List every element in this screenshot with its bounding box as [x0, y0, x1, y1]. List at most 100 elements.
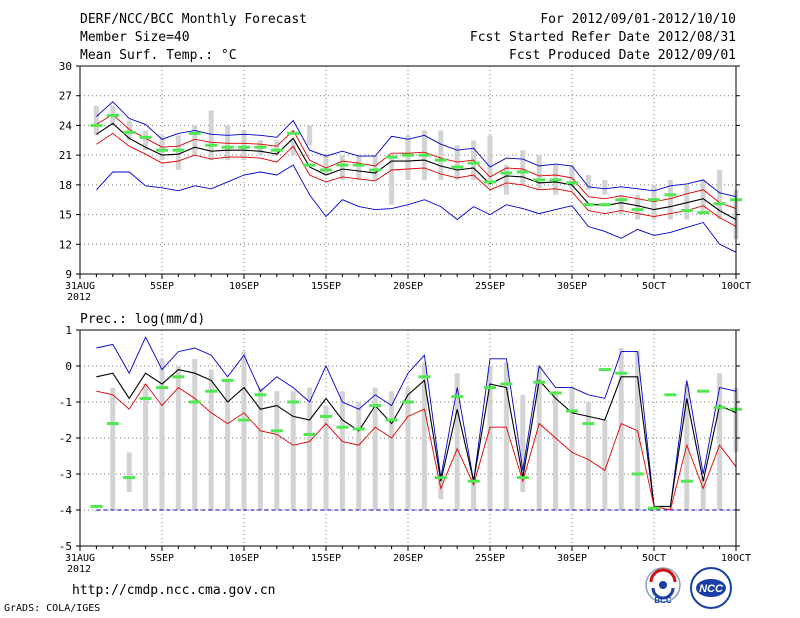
- precip-median-marker: [270, 429, 283, 433]
- temp-spread-box: [307, 125, 313, 146]
- ncc-logo: NCC: [686, 566, 736, 610]
- temp-xtick-label: 15SEP: [311, 281, 341, 292]
- precip-median-marker: [549, 391, 562, 395]
- temp-spread-box: [405, 135, 411, 180]
- bcc-logo-arc-blue: [651, 587, 675, 600]
- temp-median-marker: [352, 163, 365, 167]
- temp-spread-box: [536, 155, 542, 190]
- precip-spread-box: [356, 402, 362, 510]
- temp-spread-box: [503, 165, 509, 195]
- temp-spread-box: [635, 194, 641, 220]
- temp-spread-box: [143, 130, 149, 151]
- temp-series-inner-high: [96, 113, 737, 210]
- temp-spread-box: [225, 125, 231, 161]
- precip-spread-box: [143, 384, 149, 510]
- temp-median-marker: [254, 145, 267, 149]
- precip-median-marker: [385, 418, 398, 422]
- temp-spread-box: [700, 179, 706, 215]
- precip-spread-box: [339, 391, 345, 510]
- temp-spread-box: [356, 155, 362, 180]
- precip-xtick-label: 25SEP: [475, 553, 505, 564]
- precip-median-marker: [336, 425, 349, 429]
- temp-ytick-label: 18: [59, 179, 72, 192]
- precip-median-marker: [631, 472, 644, 476]
- temp-xtick-sublabel: 2012: [67, 292, 91, 303]
- temp-median-marker: [549, 178, 562, 182]
- source-url[interactable]: http://cmdp.ncc.cma.gov.cn: [72, 583, 276, 598]
- precip-median-marker: [615, 371, 628, 375]
- precip-median-marker: [402, 400, 414, 404]
- temp-spread-box: [339, 155, 345, 180]
- precip-spread-box: [487, 366, 493, 510]
- precip-spread-box: [192, 358, 198, 510]
- temp-spread-box: [602, 179, 608, 195]
- precip-ytick-label: -2: [59, 432, 72, 445]
- temp-median-marker: [90, 123, 103, 127]
- precip-xtick-label: 15SEP: [311, 553, 341, 564]
- bcc-logo: BCC: [638, 566, 688, 606]
- temp-spread-box: [159, 135, 165, 161]
- temp-spread-box: [487, 135, 493, 180]
- temp-spread-box: [126, 120, 132, 141]
- temp-median-marker: [467, 161, 480, 165]
- variable-label: Mean Surf. Temp.: °C: [80, 48, 237, 63]
- temp-series-outer-high: [96, 101, 737, 198]
- temp-median-marker: [713, 202, 726, 206]
- temp-spread-box: [618, 194, 624, 215]
- temp-spread-box: [208, 110, 214, 161]
- temp-median-marker: [172, 148, 185, 152]
- precip-ytick-label: -3: [59, 468, 72, 481]
- precip-median-marker: [90, 504, 103, 508]
- precip-median-marker: [566, 409, 578, 413]
- precip-series-inner-low: [96, 383, 737, 511]
- precip-median-marker: [221, 378, 234, 382]
- precip-median-marker: [287, 400, 300, 404]
- precip-spread-box: [290, 391, 296, 510]
- temp-median-marker: [139, 135, 152, 139]
- precip-spread-box: [241, 351, 247, 510]
- temp-median-marker: [697, 211, 710, 215]
- precip-spread-box: [208, 369, 214, 510]
- precip-series-mean: [96, 369, 737, 507]
- precip-median-marker: [254, 393, 267, 397]
- temp-median-marker: [270, 148, 283, 152]
- precip-spread-box: [585, 402, 591, 510]
- precip-median-marker: [713, 405, 726, 409]
- temp-xtick-label: 10OCT: [721, 281, 751, 292]
- precip-median-marker: [205, 389, 218, 393]
- precip-xtick-label: 10SEP: [229, 553, 259, 564]
- precip-spread-box: [553, 391, 559, 510]
- precip-median-marker: [106, 422, 119, 426]
- temp-median-marker: [336, 163, 349, 167]
- precip-median-marker: [320, 414, 332, 418]
- bcc-logo-arc-red: [649, 568, 677, 583]
- temp-median-marker: [188, 131, 201, 135]
- temp-spread-box: [290, 140, 296, 156]
- temp-median-marker: [648, 198, 660, 202]
- temp-median-marker: [385, 155, 398, 159]
- temp-xtick-label: 10SEP: [229, 281, 259, 292]
- precip-spread-box: [700, 477, 706, 510]
- precip-ytick-label: -1: [59, 396, 72, 409]
- chart-title: DERF/NCC/BCC Monthly Forecast: [80, 12, 307, 27]
- temp-spread-box: [454, 145, 460, 180]
- precip-median-marker: [467, 479, 480, 483]
- precip-spread-box: [536, 366, 542, 510]
- temp-median-marker: [451, 165, 464, 169]
- precip-median-marker: [156, 386, 168, 390]
- temp-xtick-label: 5OCT: [642, 281, 666, 292]
- temp-median-marker: [598, 203, 611, 207]
- precip-spread-box: [93, 510, 99, 512]
- precip-median-marker: [451, 395, 464, 399]
- precip-median-marker: [516, 476, 529, 480]
- precip-spread-box: [389, 391, 395, 510]
- precip-median-marker: [484, 386, 496, 390]
- temp-series-mean: [96, 122, 737, 220]
- precip-spread-box: [159, 358, 165, 510]
- temp-xtick-label: 5SEP: [150, 281, 174, 292]
- member-size-label: Member Size=40: [80, 30, 190, 45]
- temp-spread-box: [323, 155, 329, 175]
- temp-ytick-label: 21: [59, 149, 72, 162]
- temp-median-marker: [106, 114, 119, 118]
